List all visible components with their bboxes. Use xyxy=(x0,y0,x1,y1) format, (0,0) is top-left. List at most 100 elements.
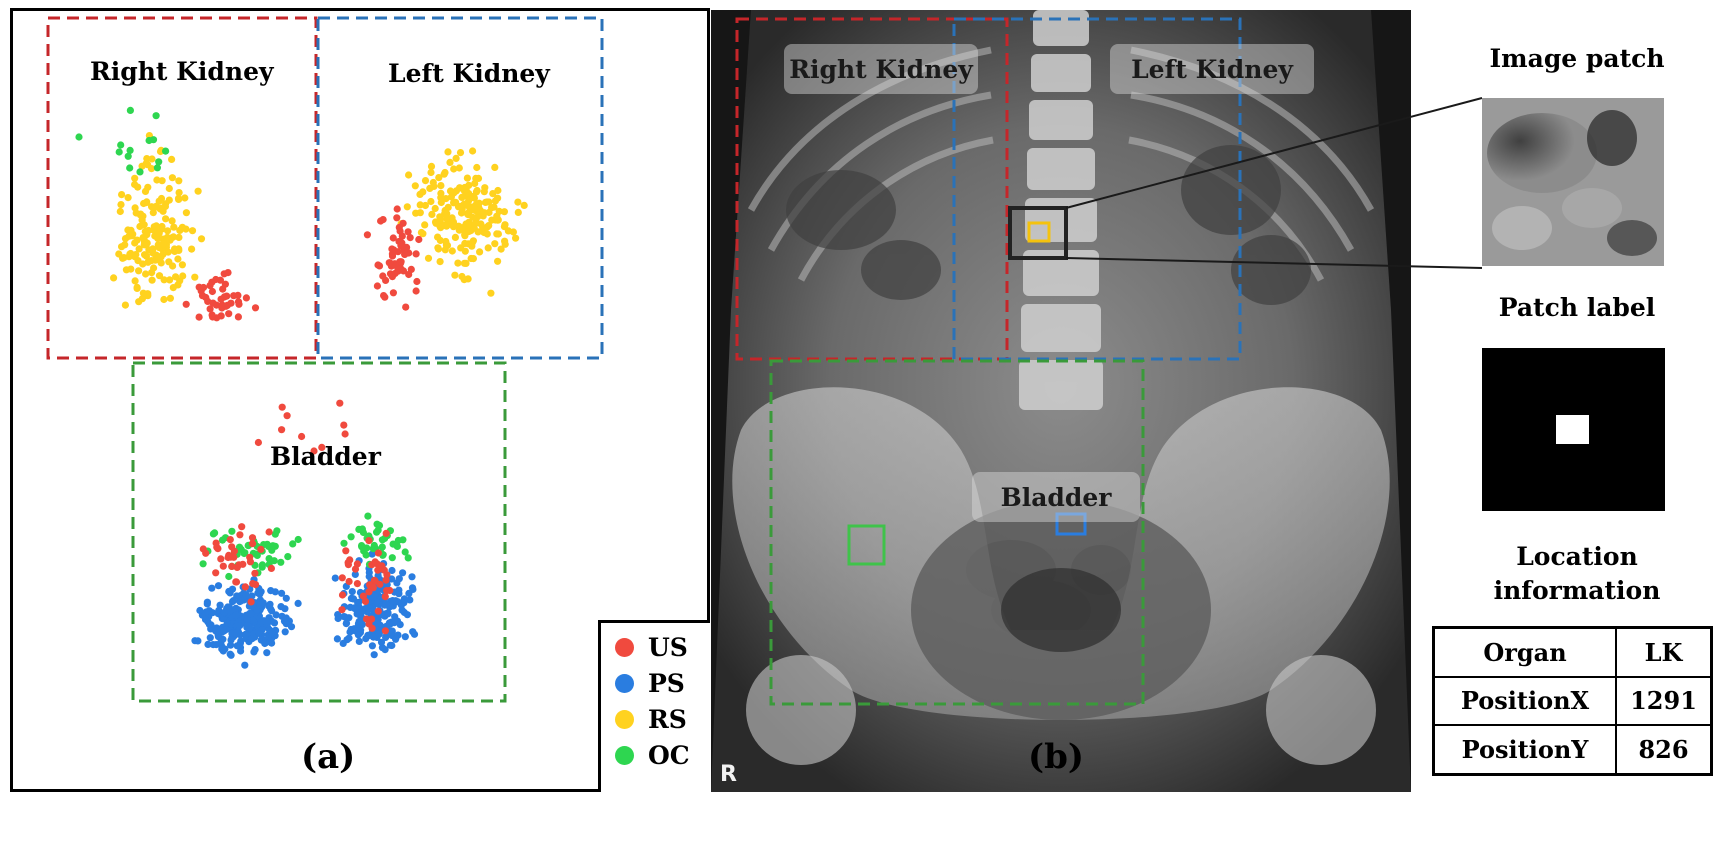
scatter-point xyxy=(251,304,260,312)
scatter-point xyxy=(434,244,442,252)
scatter-point xyxy=(487,289,495,297)
scatter-point xyxy=(421,177,430,185)
scatter-point xyxy=(451,271,459,279)
scatter-point xyxy=(234,313,242,321)
scatter-point xyxy=(216,276,224,284)
scatter-point xyxy=(344,561,352,569)
location-title-line1: Location xyxy=(1516,542,1638,571)
scatter-point xyxy=(485,222,493,230)
legend-dot-us xyxy=(615,637,634,657)
scatter-point xyxy=(394,598,402,606)
xray-label-left-kidney: Left Kidney xyxy=(1110,44,1314,94)
scatter-point xyxy=(256,590,264,598)
scatter-point xyxy=(269,542,277,550)
scatter-point xyxy=(294,535,302,544)
scatter-point xyxy=(368,550,376,558)
scatter-point xyxy=(140,241,148,249)
scatter-point xyxy=(455,164,463,172)
scatter-point xyxy=(365,572,373,581)
scatter-point xyxy=(357,617,365,625)
scatter-point xyxy=(155,229,163,237)
scatter-point xyxy=(371,558,379,566)
scatter-point xyxy=(236,531,244,539)
scatter-point xyxy=(134,257,142,265)
scatter-point xyxy=(398,232,406,240)
scatter-point xyxy=(230,547,238,555)
scatter-point xyxy=(217,295,225,303)
scatter-point xyxy=(133,236,141,244)
scatter-point xyxy=(441,168,449,177)
scatter-point xyxy=(491,163,499,171)
scatter-point xyxy=(140,236,148,244)
scatter-point xyxy=(333,635,341,643)
scatter-point xyxy=(148,276,156,284)
scatter-point xyxy=(215,606,223,615)
scatter-point xyxy=(160,295,168,304)
scatter-point xyxy=(219,285,227,293)
scatter-point xyxy=(206,305,214,313)
scatter-point xyxy=(364,512,372,520)
scatter-point xyxy=(488,216,496,224)
patch-label-foreground xyxy=(1556,415,1589,444)
scatter-point xyxy=(406,234,414,242)
scatter-point xyxy=(246,558,254,566)
scatter-point xyxy=(117,201,125,209)
scatter-point xyxy=(493,212,501,220)
scatter-point xyxy=(145,136,153,145)
scatter-point xyxy=(194,187,202,195)
scatter-point xyxy=(471,204,479,212)
scatter-point xyxy=(429,178,437,187)
scatter-point xyxy=(456,149,465,157)
xray-label-right-kidney: Right Kidney xyxy=(784,44,978,94)
scatter-point xyxy=(403,203,411,211)
scatter-point xyxy=(475,199,483,207)
scatter-point xyxy=(403,243,411,251)
scatter-point xyxy=(126,164,134,172)
scatter-point xyxy=(342,547,350,555)
scatter-point xyxy=(166,236,174,244)
scatter-point xyxy=(118,191,126,199)
scatter-point xyxy=(282,594,290,602)
scatter-point xyxy=(456,202,465,210)
scatter-point xyxy=(460,276,468,284)
scatter-point xyxy=(206,282,214,290)
legend: US PS RS OC xyxy=(598,620,710,792)
scatter-point xyxy=(135,245,143,253)
scatter-point xyxy=(124,152,132,160)
scatter-point xyxy=(226,650,234,658)
scatter-point xyxy=(270,557,278,565)
scatter-point xyxy=(220,627,228,635)
scatter-point xyxy=(169,284,177,292)
scatter-point xyxy=(360,547,368,555)
legend-dot-ps xyxy=(615,673,634,693)
scatter-point xyxy=(342,620,350,628)
scatter-point xyxy=(416,209,424,217)
scatter-point xyxy=(494,194,502,202)
scatter-point xyxy=(243,616,251,624)
scatter-point xyxy=(365,537,373,545)
left-kidney-box xyxy=(316,16,604,360)
location-info-title: Location information xyxy=(1442,540,1712,608)
scatter-point xyxy=(361,597,370,606)
scatter-point xyxy=(338,591,347,599)
scatter-point xyxy=(228,527,236,535)
scatter-point xyxy=(131,277,139,285)
scatter-point xyxy=(469,237,477,245)
scatter-point xyxy=(117,141,125,149)
scatter-point xyxy=(370,576,379,584)
scatter-point xyxy=(380,292,388,300)
scatter-point xyxy=(441,206,449,215)
scatter-point xyxy=(131,174,139,182)
scatter-point xyxy=(162,147,170,155)
scatter-point xyxy=(472,188,480,196)
scatter-point xyxy=(427,197,435,206)
scatter-point xyxy=(511,234,520,242)
scatter-point xyxy=(394,264,402,272)
scatter-point xyxy=(176,226,184,234)
xray-side-marker: R xyxy=(720,762,737,787)
scatter-point xyxy=(436,216,444,224)
location-title-line2: information xyxy=(1493,576,1661,605)
scatter-point xyxy=(263,618,271,626)
scatter-point xyxy=(219,562,227,570)
